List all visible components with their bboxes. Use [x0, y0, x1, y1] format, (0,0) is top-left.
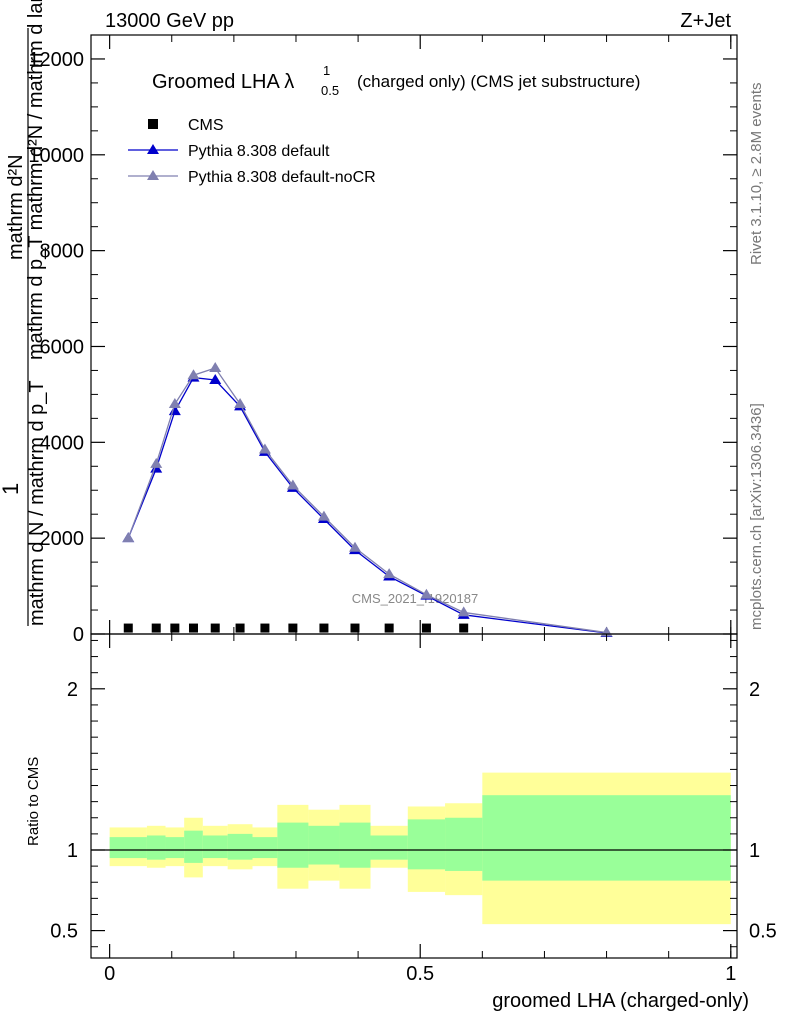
cms-data-point — [123, 623, 133, 633]
ratio-band-stat — [277, 822, 309, 868]
main-ylabel-top: mathrm d²N — [5, 154, 27, 260]
series-point-2 — [168, 397, 181, 408]
ratio-ytick-label-right: 2 — [749, 679, 760, 701]
cms-data-point — [151, 623, 161, 633]
mcplots-label: mcplots.cern.ch [arXiv:1306.3436] — [748, 403, 765, 630]
ratio-band-stat — [184, 830, 203, 863]
ratio-band-stat — [252, 837, 278, 859]
legend-marker-cms — [148, 119, 158, 129]
series-line-2 — [127, 367, 607, 634]
ratio-ytick-labels: 0.5 0.5 1 1 2 2 — [50, 679, 777, 943]
series-point-2 — [348, 541, 361, 552]
ratio-band-stat — [227, 833, 253, 860]
ratio-ytick-label: 1 — [67, 840, 78, 862]
ratio-plot-frame — [90, 633, 738, 959]
ratio-band-stat — [482, 795, 731, 881]
cms-data-point — [319, 623, 329, 633]
main-ytick-label: 6000 — [40, 336, 85, 358]
main-ytick-label: 0 — [73, 624, 84, 646]
ratio-ytick-label-right: 0.5 — [749, 921, 777, 943]
series-point-1 — [209, 374, 222, 385]
main-ylabel-one: 1 — [0, 483, 23, 495]
rivet-label: Rivet 3.1.10, ≥ 2.8M events — [748, 83, 765, 266]
cms-data-point — [459, 623, 469, 633]
svg-text:Groomed LHA λ: Groomed LHA λ — [152, 71, 294, 93]
legend: CMS Pythia 8.308 default Pythia 8.308 de… — [128, 117, 376, 186]
main-ytick-labels: 0 2000 4000 6000 8000 10000 12000 — [28, 49, 84, 646]
header-left: 13000 GeV pp — [105, 10, 234, 32]
series-point-2 — [234, 397, 247, 408]
cms-data-point — [260, 623, 270, 633]
ratio-band-stat — [339, 822, 371, 868]
main-ytick-label: 4000 — [40, 432, 85, 454]
main-ylabel-extra: mathrm d p_T mathrm d²N / mathrm d lambd… — [25, 0, 47, 360]
main-ytick-label: 12000 — [28, 49, 84, 71]
cms-data-point — [210, 623, 220, 633]
series-point-2 — [317, 510, 330, 521]
legend-marker-default — [147, 144, 159, 154]
main-ylabel-denominator: mathrm d N / mathrm d p_T — [26, 380, 48, 626]
ratio-band-stat — [407, 819, 446, 870]
cms-data-point — [384, 623, 394, 633]
main-title: Groomed LHA λ 1 0.5 (charged only) (CMS … — [152, 63, 640, 98]
main-title-suffix: (charged only) (CMS jet substructure) — [357, 72, 640, 91]
ratio-ytick-label: 2 — [67, 679, 78, 701]
ratio-xtick-label: 0.5 — [406, 963, 434, 985]
ratio-ylabel: Ratio to CMS — [25, 757, 42, 846]
main-ytick-label: 10000 — [28, 145, 84, 167]
ratio-band-stat — [445, 817, 483, 871]
ratio-band-stat — [308, 825, 340, 865]
cms-data-point — [188, 623, 198, 633]
header-right: Z+Jet — [680, 10, 731, 32]
cms-data-point — [350, 623, 360, 633]
cms-data-point — [170, 623, 180, 633]
main-title-sub: 0.5 — [321, 83, 339, 98]
series-point-2 — [457, 606, 470, 617]
main-ytick-label: 8000 — [40, 241, 85, 263]
ratio-xtick-label: 0 — [104, 963, 115, 985]
ratio-xtick-labels: 0 0.5 1 — [104, 963, 736, 985]
ratio-band-stat — [109, 837, 147, 859]
series-point-2 — [286, 479, 299, 490]
main-title-text: Groomed LHA λ — [152, 71, 294, 93]
series-point-2 — [258, 443, 271, 454]
legend-label-nocr: Pythia 8.308 default-noCR — [188, 169, 376, 186]
main-title-sup: 1 — [323, 63, 330, 78]
ratio-band-stat — [146, 835, 166, 860]
ratio-band-stat — [165, 837, 185, 859]
analysis-watermark: CMS_2021_I1920187 — [352, 591, 479, 606]
cms-data-point — [421, 623, 431, 633]
ratio-ytick-label: 0.5 — [50, 921, 78, 943]
ratio-xlabel: groomed LHA (charged-only) — [492, 990, 749, 1012]
ratio-band-stat — [370, 835, 408, 860]
ratio-axis-ticks — [91, 634, 737, 958]
ratio-ytick-label-right: 1 — [749, 840, 760, 862]
legend-label-cms: CMS — [188, 117, 224, 134]
ratio-bands — [109, 772, 731, 925]
series-point-2 — [383, 568, 396, 579]
series-point-2 — [209, 362, 222, 373]
series-point-2 — [122, 532, 135, 543]
cms-data-point — [235, 623, 245, 633]
main-series-layer — [122, 362, 613, 638]
legend-marker-nocr — [147, 170, 159, 180]
cms-data-point — [288, 623, 298, 633]
series-point-2 — [150, 457, 163, 468]
legend-label-default: Pythia 8.308 default — [188, 143, 330, 160]
ratio-xtick-label: 1 — [725, 963, 736, 985]
series-point-2 — [420, 588, 433, 599]
main-ytick-label: 2000 — [40, 528, 85, 550]
series-point-2 — [187, 369, 200, 380]
ratio-band-stat — [202, 835, 228, 859]
